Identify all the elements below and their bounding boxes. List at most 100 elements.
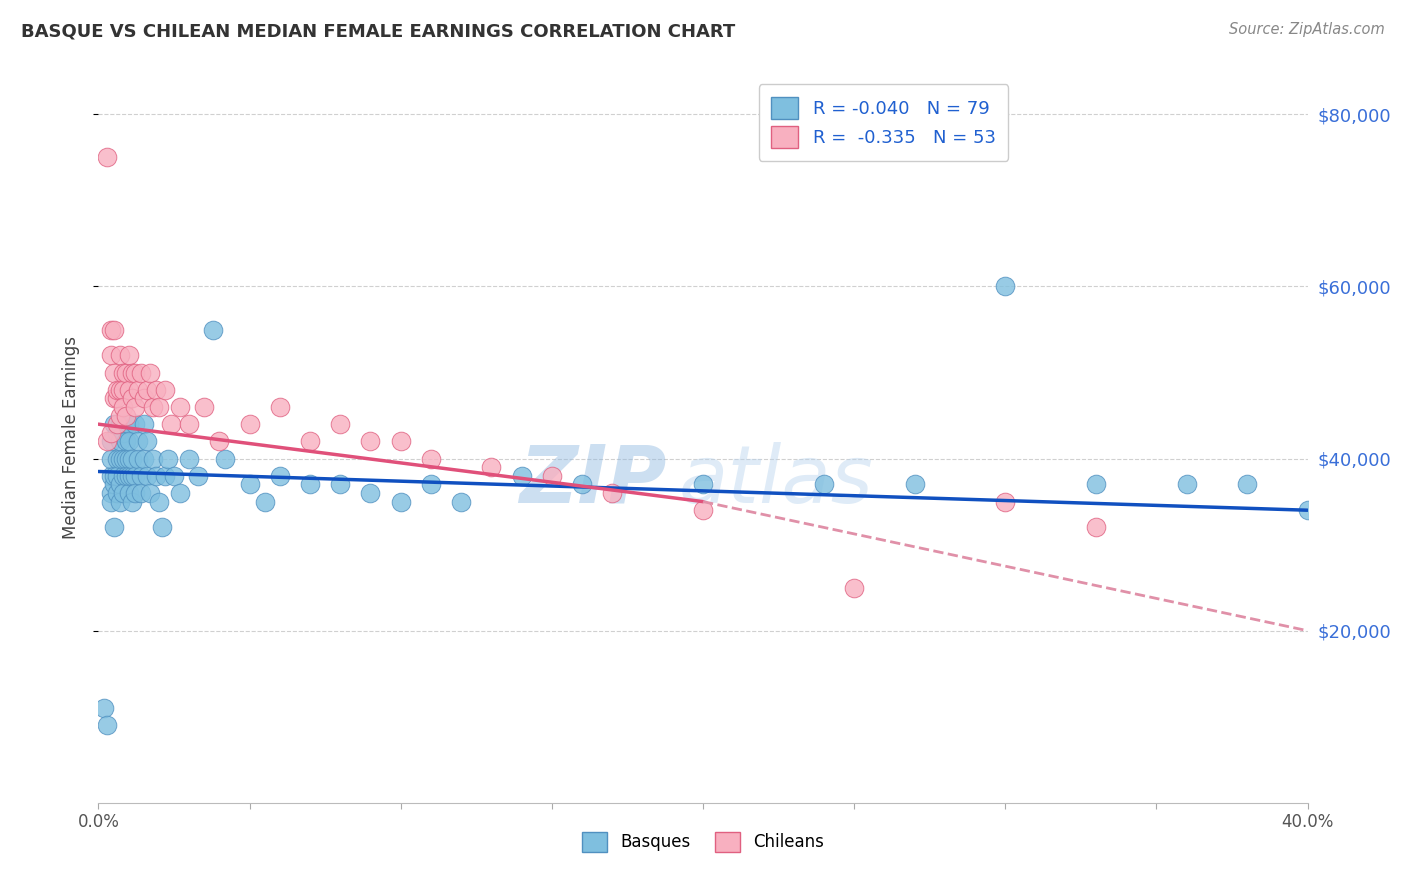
Point xyxy=(124,486,146,500)
Point xyxy=(481,460,503,475)
Point xyxy=(127,434,149,449)
Legend: Basques, Chileans: Basques, Chileans xyxy=(574,823,832,860)
Point xyxy=(239,417,262,432)
Point xyxy=(118,468,141,483)
Point xyxy=(179,417,201,432)
Point xyxy=(124,366,146,380)
Point xyxy=(118,486,141,500)
Point xyxy=(100,468,122,483)
Point xyxy=(118,383,141,397)
Point xyxy=(571,477,593,491)
Point xyxy=(108,348,131,362)
Point xyxy=(692,503,714,517)
Point xyxy=(108,451,131,466)
Point xyxy=(103,366,125,380)
Point xyxy=(139,486,162,500)
Point xyxy=(153,468,176,483)
Point xyxy=(124,417,146,432)
Point xyxy=(121,494,143,508)
Point xyxy=(103,322,125,336)
Point xyxy=(100,451,122,466)
Point xyxy=(145,383,167,397)
Point xyxy=(193,400,215,414)
Point xyxy=(153,383,176,397)
Text: atlas: atlas xyxy=(679,442,873,520)
Point xyxy=(124,400,146,414)
Point xyxy=(100,486,122,500)
Point xyxy=(329,477,352,491)
Point xyxy=(904,477,927,491)
Point xyxy=(540,468,562,483)
Point xyxy=(124,468,146,483)
Point xyxy=(160,417,183,432)
Point xyxy=(121,468,143,483)
Point xyxy=(129,468,152,483)
Point xyxy=(111,451,134,466)
Y-axis label: Median Female Earnings: Median Female Earnings xyxy=(62,335,80,539)
Point xyxy=(148,494,170,508)
Point xyxy=(111,486,134,500)
Point xyxy=(360,434,382,449)
Point xyxy=(111,366,134,380)
Point xyxy=(111,425,134,440)
Point xyxy=(103,417,125,432)
Point xyxy=(994,494,1017,508)
Point xyxy=(179,451,201,466)
Point xyxy=(105,392,128,406)
Point xyxy=(129,486,152,500)
Point xyxy=(118,451,141,466)
Point xyxy=(118,417,141,432)
Point xyxy=(145,468,167,483)
Point xyxy=(111,383,134,397)
Point xyxy=(108,417,131,432)
Point xyxy=(329,417,352,432)
Point xyxy=(111,468,134,483)
Point xyxy=(108,409,131,423)
Point xyxy=(1236,477,1258,491)
Point xyxy=(114,451,136,466)
Point xyxy=(105,425,128,440)
Text: BASQUE VS CHILEAN MEDIAN FEMALE EARNINGS CORRELATION CHART: BASQUE VS CHILEAN MEDIAN FEMALE EARNINGS… xyxy=(21,22,735,40)
Point xyxy=(450,494,472,508)
Point xyxy=(96,150,118,164)
Point xyxy=(132,392,155,406)
Point xyxy=(105,486,128,500)
Point xyxy=(389,434,412,449)
Point xyxy=(239,477,262,491)
Point xyxy=(127,383,149,397)
Point xyxy=(135,434,157,449)
Point xyxy=(103,477,125,491)
Point xyxy=(187,468,209,483)
Point xyxy=(129,366,152,380)
Point xyxy=(127,451,149,466)
Point xyxy=(269,400,291,414)
Point xyxy=(510,468,533,483)
Point xyxy=(844,581,866,595)
Point xyxy=(103,520,125,534)
Point xyxy=(420,451,443,466)
Point xyxy=(142,451,165,466)
Point xyxy=(96,718,118,732)
Point xyxy=(360,486,382,500)
Point xyxy=(111,400,134,414)
Point xyxy=(389,494,412,508)
Point xyxy=(121,392,143,406)
Text: ZIP: ZIP xyxy=(519,442,666,520)
Point xyxy=(299,477,322,491)
Point xyxy=(148,400,170,414)
Point xyxy=(96,434,118,449)
Point xyxy=(103,392,125,406)
Point xyxy=(156,451,179,466)
Text: Source: ZipAtlas.com: Source: ZipAtlas.com xyxy=(1229,22,1385,37)
Point xyxy=(100,348,122,362)
Point xyxy=(1085,477,1108,491)
Point xyxy=(118,348,141,362)
Point xyxy=(163,468,186,483)
Point xyxy=(108,434,131,449)
Point xyxy=(135,383,157,397)
Point xyxy=(135,468,157,483)
Point xyxy=(118,434,141,449)
Point xyxy=(150,520,173,534)
Point xyxy=(813,477,835,491)
Point xyxy=(202,322,225,336)
